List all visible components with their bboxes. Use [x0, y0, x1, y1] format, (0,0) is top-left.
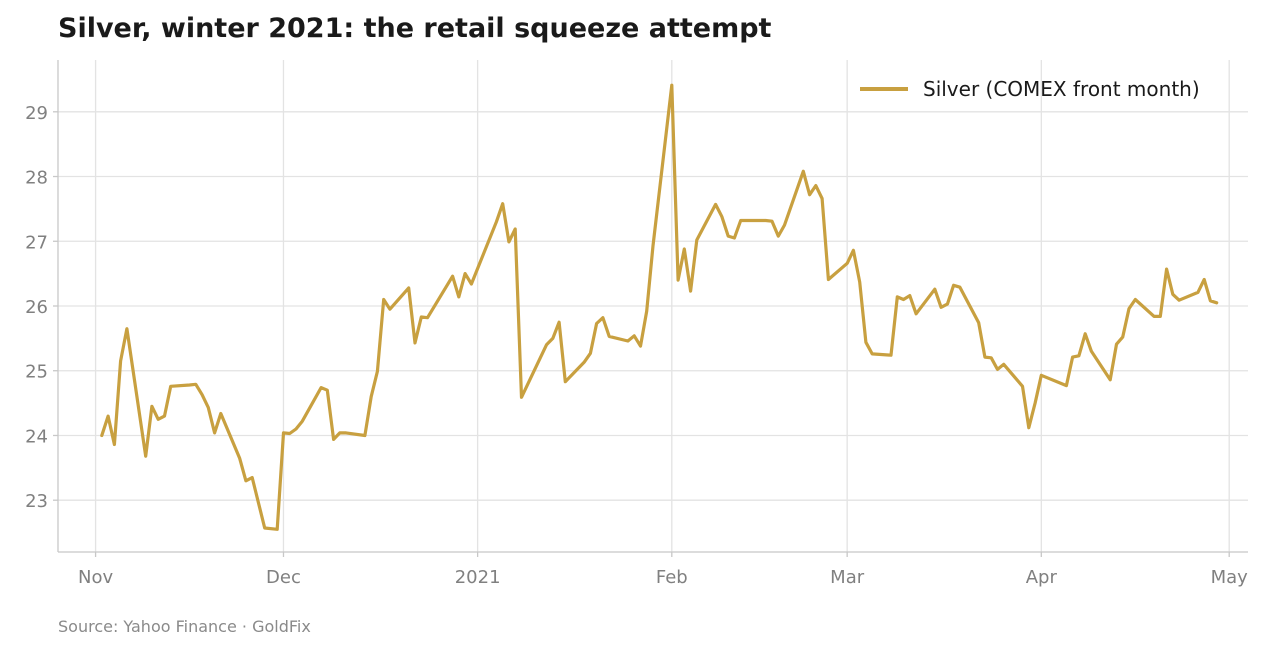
x-tick-label: Feb	[656, 567, 688, 588]
y-tick-label: 26	[25, 297, 48, 318]
y-tick-label: 23	[25, 491, 48, 512]
y-tick-label: 29	[25, 103, 48, 124]
chart-title: Silver, winter 2021: the retail squeeze …	[58, 13, 772, 44]
y-tick-label: 28	[25, 168, 48, 189]
y-tick-label: 24	[25, 426, 48, 447]
grid-lines	[58, 60, 1248, 552]
legend-label-silver: Silver (COMEX front month)	[923, 77, 1200, 101]
tick-labels: 23 24 25 26 27 28 29 Nov Dec 2021 Feb Mar Apr May	[25, 103, 1248, 588]
x-tick-label: 2021	[455, 567, 501, 588]
series-line-silver	[100, 83, 1219, 531]
x-tick-label: Apr	[1026, 567, 1058, 588]
series-lines	[100, 83, 1219, 531]
x-tick-label: Dec	[266, 567, 301, 588]
y-tick-label: 25	[25, 362, 48, 383]
x-tick-label: May	[1211, 567, 1249, 588]
y-tick-label: 27	[25, 232, 48, 253]
legend: Silver (COMEX front month)	[860, 77, 1200, 101]
chart-source: Source: Yahoo Finance · GoldFix	[58, 617, 311, 636]
x-tick-label: Mar	[830, 567, 865, 588]
x-tick-label: Nov	[78, 567, 113, 588]
